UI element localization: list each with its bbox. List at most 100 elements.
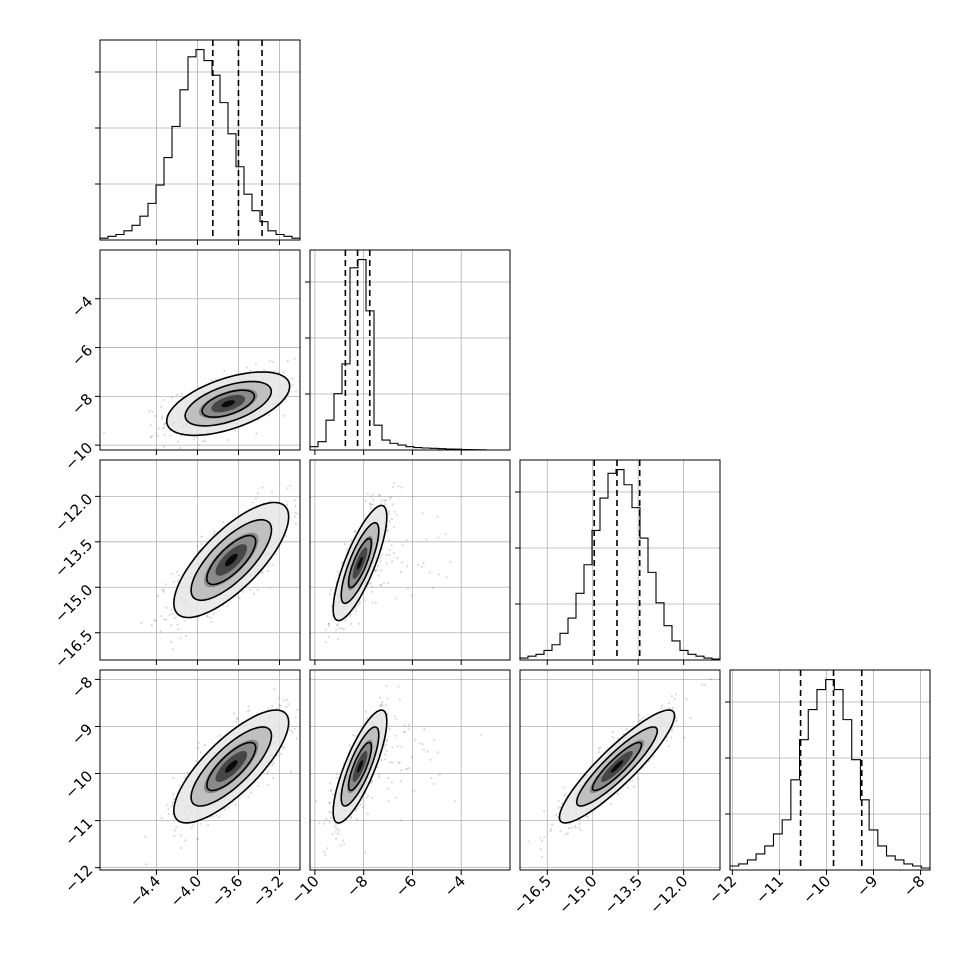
y-tick-label: −10 [61,767,96,802]
data-point [249,588,252,591]
data-point [163,423,166,426]
data-point [329,816,333,819]
data-point [160,817,163,820]
data-point [599,746,602,749]
data-point [163,422,166,425]
data-point [249,791,253,795]
data-point [339,844,343,847]
data-point [386,529,389,532]
data-point [206,824,210,827]
data-point [254,362,257,365]
data-point [326,847,329,850]
data-point [617,737,620,740]
data-point [336,623,339,626]
data-point [666,736,669,739]
data-point [197,741,200,744]
data-point [385,529,389,532]
histogram-panel-2 [305,249,511,451]
data-point [413,789,416,793]
data-point [383,503,387,506]
data-point [166,803,169,806]
data-point [660,704,664,707]
data-point [343,542,347,546]
data-point [186,771,189,774]
data-point [373,569,377,572]
data-point [385,554,388,557]
data-point [377,574,380,577]
data-point [172,797,176,800]
data-point [349,613,352,616]
data-point [184,619,187,622]
data-point [394,718,397,721]
data-point [379,583,382,586]
data-point [194,760,197,763]
data-point [406,587,410,590]
data-point [389,761,392,764]
data-point [336,776,339,779]
data-point [371,780,374,783]
data-point [223,370,226,373]
panel-frame [99,459,301,661]
data-point [165,618,168,621]
data-point [568,826,571,830]
data-point [349,614,352,617]
data-point [284,534,287,538]
scatter-points [140,460,299,651]
data-point [410,756,413,759]
data-point [384,499,388,502]
data-point [177,628,180,631]
data-point [150,624,154,627]
data-point [293,727,296,730]
data-point [234,803,237,806]
data-point [404,768,408,771]
data-point [170,608,173,611]
data-point [390,560,394,563]
data-point [266,770,270,774]
data-point [540,855,543,859]
histogram-step [729,678,930,870]
data-point [557,806,560,809]
data-point [367,582,371,586]
data-point [330,788,333,792]
data-point [420,565,424,569]
y-tick-label: −12.0 [51,490,96,535]
data-point [397,685,400,688]
scatter-points [324,481,452,644]
panel-frame [309,249,511,451]
data-point [170,804,174,808]
data-point [352,733,355,737]
data-point [149,435,152,439]
data-point [219,734,222,737]
data-point [385,739,388,743]
scatter-points [314,684,482,857]
data-point [598,751,601,754]
data-point [527,840,530,843]
data-point [563,786,566,789]
scatter-points [102,357,300,450]
data-point [371,590,374,593]
data-point [266,569,270,573]
data-point [437,536,440,539]
data-point [354,606,357,610]
data-point [539,836,542,839]
contour-line [332,504,388,622]
data-point [390,517,394,520]
data-point [206,615,210,618]
data-point [444,533,447,536]
data-point [286,487,289,490]
density-region [357,556,363,570]
data-point [155,432,158,435]
x-tick-label: −4.4 [126,872,164,910]
data-point [379,703,382,707]
data-point [393,510,396,513]
data-point [165,606,168,609]
data-point [184,634,188,637]
data-point [324,628,327,631]
data-point [388,520,391,523]
data-point [632,785,636,788]
data-point [177,574,180,577]
data-point [149,423,152,427]
data-point [403,730,406,733]
data-point [294,390,298,393]
data-point [638,720,641,723]
